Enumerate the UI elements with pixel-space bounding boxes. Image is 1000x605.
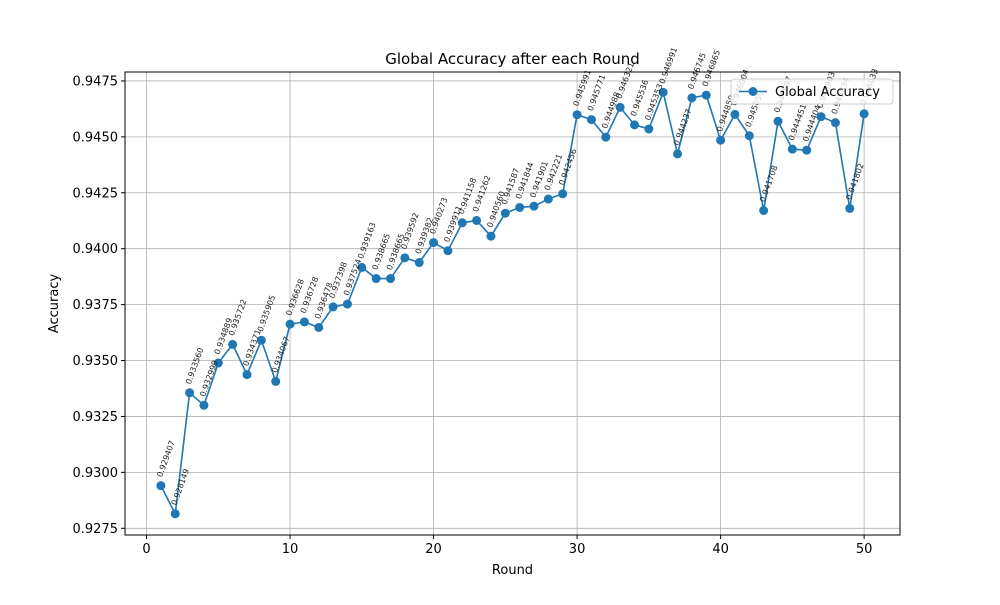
y-tick-label: 0.9450	[73, 130, 119, 145]
data-point	[328, 302, 338, 312]
data-point	[759, 205, 769, 215]
data-point	[429, 238, 439, 248]
x-axis-title: Round	[492, 563, 533, 578]
data-point	[285, 319, 295, 329]
data-point	[242, 370, 252, 380]
data-point	[802, 145, 812, 155]
data-point	[687, 93, 697, 103]
data-point	[730, 109, 740, 119]
data-point	[472, 215, 482, 225]
data-point	[357, 262, 367, 272]
data-point	[256, 335, 266, 345]
data-point	[457, 218, 467, 228]
data-point	[586, 115, 596, 125]
data-point	[830, 118, 840, 128]
data-point	[199, 400, 209, 410]
x-tick-label: 30	[569, 542, 586, 557]
data-point	[543, 194, 553, 204]
x-tick-label: 0	[142, 542, 150, 557]
legend: Global Accuracy	[730, 78, 894, 105]
legend-marker-swatch	[748, 87, 758, 96]
series-layer	[156, 87, 869, 519]
data-point	[414, 258, 424, 268]
y-tick-label: 0.9350	[73, 354, 119, 369]
y-axis-title: Accuracy	[47, 274, 62, 334]
x-tick-label: 40	[712, 542, 729, 557]
data-point	[314, 322, 324, 332]
data-point	[170, 509, 180, 519]
y-tick-label: 0.9300	[73, 466, 119, 481]
data-point	[386, 274, 396, 284]
grid-lines	[125, 72, 900, 535]
data-point	[185, 388, 195, 398]
y-tick-label: 0.9275	[73, 522, 119, 537]
data-point	[816, 112, 826, 122]
data-point	[515, 202, 525, 212]
y-tick-label: 0.9475	[73, 74, 119, 89]
data-point	[299, 317, 309, 327]
data-point	[500, 208, 510, 218]
data-point	[558, 189, 568, 199]
data-point	[716, 135, 726, 145]
data-point	[859, 109, 869, 119]
plot-frame	[124, 71, 901, 536]
data-point	[342, 299, 352, 309]
chart-title: Global Accuracy after each Round	[385, 50, 640, 68]
data-point	[371, 274, 381, 284]
data-point	[629, 120, 639, 130]
data-point	[443, 246, 453, 256]
axes: 0 10 20 30 40 50 0.9275 0.9300 0.9325 0.9350 0.937…	[73, 74, 873, 557]
data-point	[228, 339, 238, 349]
data-point	[213, 358, 223, 368]
data-point	[615, 102, 625, 112]
legend-box	[730, 78, 894, 105]
data-point	[601, 132, 611, 142]
data-point	[572, 110, 582, 120]
data-point	[644, 124, 654, 134]
data-point	[486, 231, 496, 241]
y-tick-label: 0.9425	[73, 186, 119, 201]
data-point	[773, 116, 783, 126]
x-tick-label: 10	[282, 542, 299, 557]
y-tick-label: 0.9375	[73, 298, 119, 313]
legend-label: Global Accuracy	[775, 85, 880, 100]
data-point	[529, 201, 539, 211]
data-point	[271, 376, 281, 386]
x-tick-label: 20	[425, 542, 442, 557]
data-point	[658, 87, 668, 97]
data-point	[156, 481, 166, 491]
data-point	[701, 90, 711, 100]
x-tick-label: 50	[856, 542, 873, 557]
y-tick-label: 0.9400	[73, 242, 119, 257]
data-point	[400, 253, 410, 263]
data-point	[787, 144, 797, 154]
data-point	[673, 149, 683, 159]
data-point	[744, 131, 754, 141]
data-point	[845, 203, 855, 213]
y-tick-label: 0.9325	[73, 410, 119, 425]
